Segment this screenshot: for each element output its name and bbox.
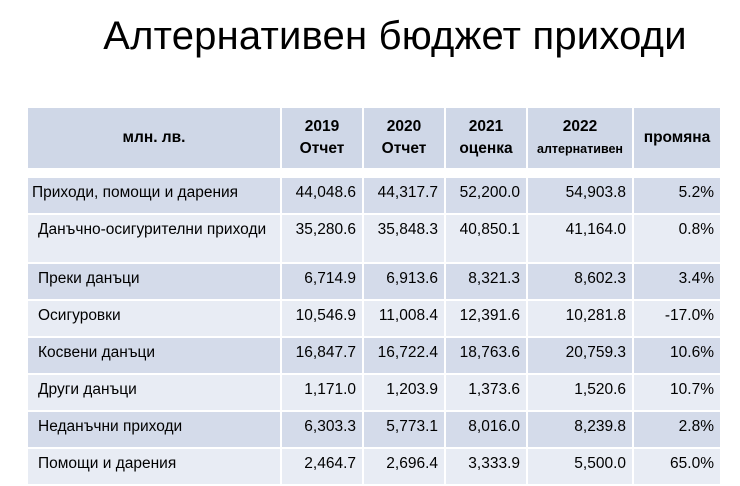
row-label: Данъчно-осигурителни приходи <box>28 215 282 264</box>
cell-2021: 8,321.3 <box>446 264 528 301</box>
cell-2019: 35,280.6 <box>282 215 364 264</box>
header-2022-type: алтернативен <box>537 142 623 156</box>
cell-2020: 16,722.4 <box>364 338 446 375</box>
cell-2019: 1,171.0 <box>282 375 364 412</box>
cell-2022: 54,903.8 <box>528 178 634 215</box>
cell-2021: 8,016.0 <box>446 412 528 449</box>
header-2021: 2021 оценка <box>446 108 528 168</box>
header-2021-year: 2021 <box>468 118 504 135</box>
row-label: Приходи, помощи и дарения <box>28 178 282 215</box>
cell-2020: 11,008.4 <box>364 301 446 338</box>
cell-2019: 44,048.6 <box>282 178 364 215</box>
cell-2022: 8,239.8 <box>528 412 634 449</box>
cell-2019: 10,546.9 <box>282 301 364 338</box>
table-row: Преки данъци 6,714.9 6,913.6 8,321.3 8,6… <box>28 264 720 301</box>
header-2020-type: Отчет <box>381 140 427 157</box>
cell-2020: 5,773.1 <box>364 412 446 449</box>
table-row: Косвени данъци 16,847.7 16,722.4 18,763.… <box>28 338 720 375</box>
cell-2022: 41,164.0 <box>528 215 634 264</box>
cell-2022: 10,281.8 <box>528 301 634 338</box>
row-label: Осигуровки <box>28 301 282 338</box>
cell-2021: 40,850.1 <box>446 215 528 264</box>
table-row: Приходи, помощи и дарения 44,048.6 44,31… <box>28 178 720 215</box>
row-label: Неданъчни приходи <box>28 412 282 449</box>
header-change-label: промяна <box>643 129 711 146</box>
header-2019-year: 2019 <box>304 118 340 135</box>
row-label: Косвени данъци <box>28 338 282 375</box>
cell-2021: 12,391.6 <box>446 301 528 338</box>
cell-2022: 1,520.6 <box>528 375 634 412</box>
row-label: Други данъци <box>28 375 282 412</box>
header-2019-type: Отчет <box>299 140 345 157</box>
cell-2019: 16,847.7 <box>282 338 364 375</box>
cell-2020: 44,317.7 <box>364 178 446 215</box>
cell-change: -17.0% <box>634 301 720 338</box>
header-2022: 2022 алтернативен <box>528 108 634 168</box>
cell-2019: 6,714.9 <box>282 264 364 301</box>
header-2020-year: 2020 <box>386 118 422 135</box>
row-label: Преки данъци <box>28 264 282 301</box>
cell-change: 3.4% <box>634 264 720 301</box>
page-title: Алтернативен бюджет приходи <box>103 14 687 58</box>
cell-2020: 1,203.9 <box>364 375 446 412</box>
cell-change: 10.7% <box>634 375 720 412</box>
cell-change: 5.2% <box>634 178 720 215</box>
cell-change: 0.8% <box>634 215 720 264</box>
table-row: Неданъчни приходи 6,303.3 5,773.1 8,016.… <box>28 412 720 449</box>
table-row: Други данъци 1,171.0 1,203.9 1,373.6 1,5… <box>28 375 720 412</box>
cell-change: 10.6% <box>634 338 720 375</box>
header-units: млн. лв. <box>28 108 282 168</box>
cell-2022: 20,759.3 <box>528 338 634 375</box>
cell-2021: 1,373.6 <box>446 375 528 412</box>
header-2020: 2020 Отчет <box>364 108 446 168</box>
table-header-row: млн. лв. 2019 Отчет 2020 Отчет 2021 оцен… <box>28 108 720 168</box>
cell-2020: 6,913.6 <box>364 264 446 301</box>
table-row: Осигуровки 10,546.9 11,008.4 12,391.6 10… <box>28 301 720 338</box>
header-2021-type: оценка <box>459 140 513 157</box>
revenue-table: млн. лв. 2019 Отчет 2020 Отчет 2021 оцен… <box>28 108 720 486</box>
cell-2021: 18,763.6 <box>446 338 528 375</box>
header-change: промяна <box>634 108 720 168</box>
cell-2021: 52,200.0 <box>446 178 528 215</box>
cell-2020: 35,848.3 <box>364 215 446 264</box>
cell-change: 2.8% <box>634 412 720 449</box>
cell-2019: 6,303.3 <box>282 412 364 449</box>
table-row: Данъчно-осигурителни приходи 35,280.6 35… <box>28 215 720 264</box>
header-2022-year: 2022 <box>562 118 598 135</box>
header-2019: 2019 Отчет <box>282 108 364 168</box>
header-spacer <box>28 168 720 178</box>
header-units-label: млн. лв. <box>122 129 186 146</box>
cell-2022: 8,602.3 <box>528 264 634 301</box>
